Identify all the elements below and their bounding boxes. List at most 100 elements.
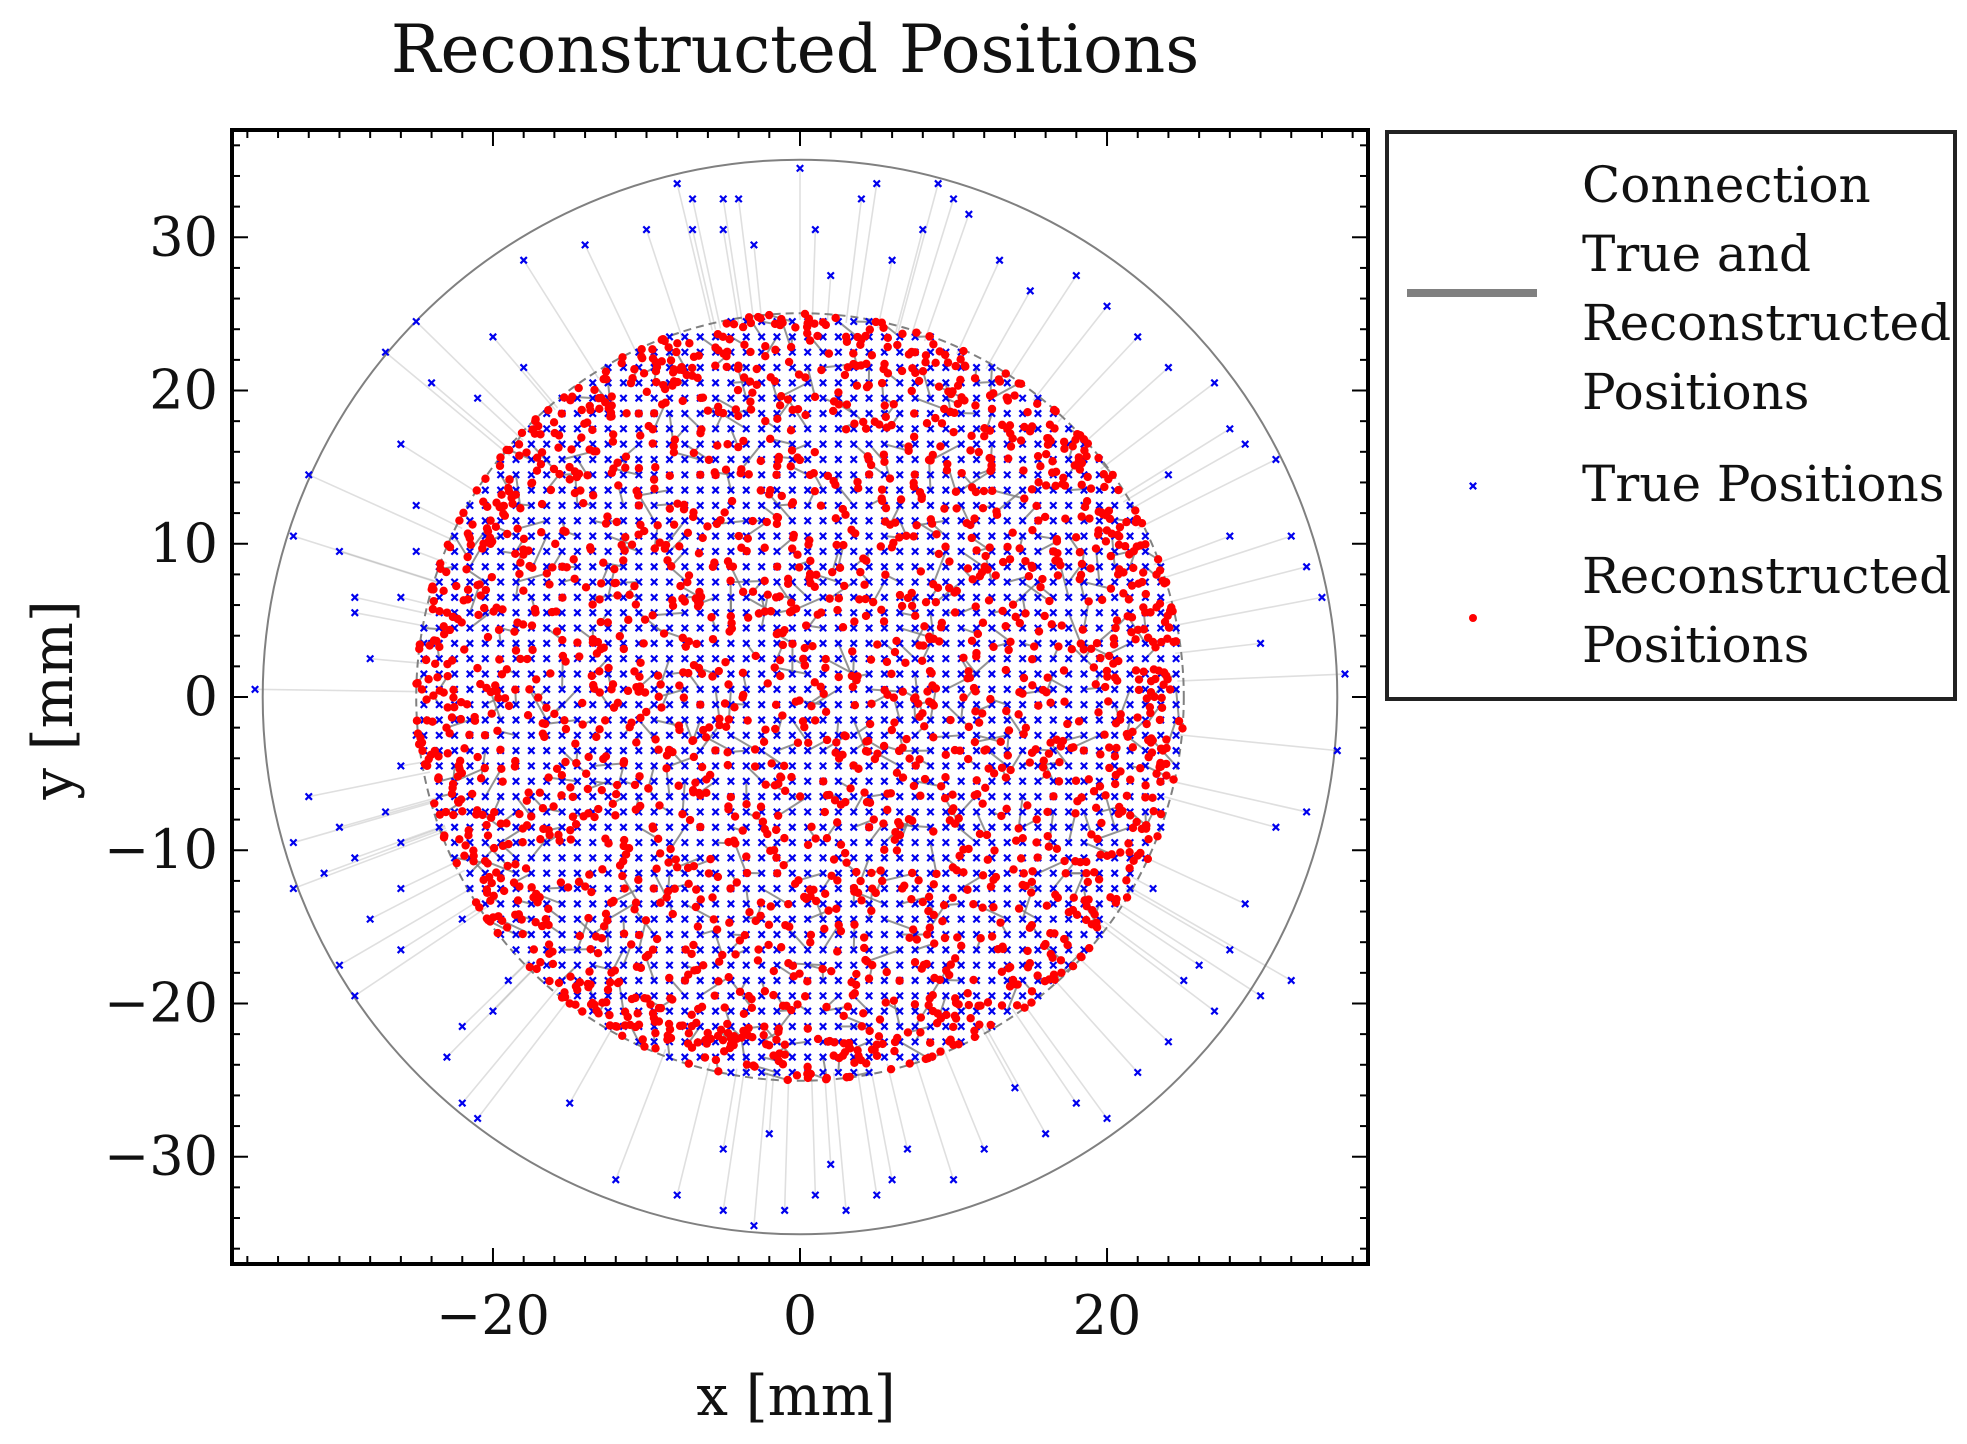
reconstructed-position-marker	[997, 763, 1007, 772]
true-position-marker	[788, 930, 797, 939]
true-position-marker	[895, 961, 904, 970]
true-position-marker	[619, 501, 628, 510]
true-position-marker	[926, 562, 935, 571]
true-position-marker-outer	[857, 194, 866, 203]
true-position-marker	[849, 455, 858, 464]
reconstructed-position-marker	[745, 908, 754, 917]
reconstructed-position-marker	[563, 883, 573, 892]
reconstructed-position-marker	[699, 725, 708, 735]
true-position-marker	[772, 332, 781, 341]
true-position-marker	[895, 915, 904, 924]
true-position-marker-outer	[488, 332, 497, 341]
reconstructed-position-marker	[875, 1015, 885, 1024]
reconstructed-position-marker	[1008, 975, 1018, 985]
reconstructed-position-marker	[1068, 961, 1078, 971]
reconstructed-position-marker	[964, 722, 974, 732]
true-position-marker	[604, 532, 613, 541]
true-position-marker	[834, 378, 843, 387]
reconstructed-position-marker	[873, 640, 882, 649]
true-position-marker	[1156, 624, 1165, 633]
reconstructed-position-marker	[959, 845, 968, 854]
connection-segment-outer	[832, 1072, 847, 1211]
true-position-marker	[941, 945, 950, 954]
reconstructed-position-marker	[806, 938, 815, 947]
reconstructed-position-marker	[1014, 824, 1023, 833]
reconstructed-position-marker	[707, 613, 716, 622]
reconstructed-position-marker	[853, 483, 863, 493]
true-position-marker	[834, 654, 843, 663]
connection-segment-outer	[461, 959, 531, 1028]
true-position-marker	[696, 930, 705, 939]
connection-segment-outer	[823, 1073, 832, 1165]
true-position-marker	[1033, 945, 1042, 954]
reconstructed-position-marker	[549, 802, 558, 811]
reconstructed-position-marker	[1052, 844, 1062, 853]
true-position-marker	[512, 700, 520, 709]
true-position-marker	[711, 945, 720, 954]
connection-segment	[1067, 612, 1082, 645]
true-position-marker	[1018, 792, 1027, 801]
true-position-marker	[819, 409, 828, 418]
reconstructed-position-marker	[439, 833, 449, 842]
true-position-marker	[1033, 930, 1042, 939]
true-position-marker-outer	[1241, 440, 1250, 449]
reconstructed-position-marker	[668, 909, 677, 919]
true-position-marker	[772, 792, 781, 801]
reconstructed-position-marker	[463, 529, 473, 538]
reconstructed-position-marker	[442, 608, 452, 617]
true-position-marker	[573, 670, 582, 678]
true-position-marker	[1141, 654, 1150, 663]
true-position-marker-outer	[1026, 286, 1035, 295]
true-position-marker	[634, 945, 643, 954]
true-position-marker	[604, 961, 613, 970]
connection-segment-outer	[768, 1072, 775, 1134]
reconstructed-position-marker	[1042, 901, 1052, 910]
connection-segment-outer	[913, 1056, 955, 1180]
reconstructed-position-marker	[916, 1028, 925, 1037]
true-position-marker	[819, 532, 828, 541]
true-position-marker	[772, 578, 781, 587]
true-position-marker	[941, 731, 950, 740]
reconstructed-position-marker	[1020, 422, 1029, 432]
reconstructed-position-marker	[1027, 987, 1037, 996]
reconstructed-position-marker	[801, 373, 810, 382]
true-position-marker-outer	[1241, 899, 1250, 908]
true-position-marker	[512, 516, 520, 525]
true-position-marker	[450, 532, 459, 541]
reconstructed-position-marker	[1077, 793, 1086, 802]
reconstructed-position-marker	[817, 365, 826, 375]
reconstructed-position-marker	[639, 639, 648, 648]
true-position-marker	[865, 777, 874, 786]
reconstructed-position-marker	[492, 868, 501, 877]
reconstructed-position-marker	[972, 776, 981, 785]
reconstructed-position-marker	[1071, 809, 1080, 818]
true-position-marker	[772, 930, 781, 939]
true-position-marker	[696, 562, 705, 571]
true-position-marker	[957, 424, 966, 433]
reconstructed-position-marker	[970, 514, 979, 523]
reconstructed-position-marker	[527, 621, 537, 630]
reconstructed-position-marker	[907, 894, 916, 904]
reconstructed-position-marker	[1109, 634, 1119, 643]
reconstructed-position-marker	[621, 463, 630, 472]
reconstructed-position-marker	[898, 773, 908, 782]
true-position-marker	[1018, 593, 1027, 602]
true-position-marker	[512, 608, 520, 617]
reconstructed-position-marker	[769, 1051, 778, 1060]
true-position-marker	[1064, 424, 1073, 433]
reconstructed-position-marker	[986, 454, 996, 463]
reconstructed-position-marker	[703, 522, 712, 531]
connection-segment	[1104, 795, 1116, 828]
reconstructed-position-marker	[710, 991, 719, 1000]
true-position-marker	[1095, 930, 1104, 939]
connection-segment-outer	[886, 1063, 909, 1150]
true-position-marker	[757, 424, 766, 433]
connection-segment-outer	[1126, 884, 1292, 982]
true-position-marker-outer	[335, 547, 344, 556]
reconstructed-position-marker	[566, 972, 575, 981]
connection-segment-outer	[1127, 443, 1246, 512]
reconstructed-position-marker	[697, 1002, 707, 1012]
true-position-marker	[1018, 746, 1027, 755]
reconstructed-position-marker	[615, 632, 625, 641]
true-position-marker	[819, 746, 828, 755]
